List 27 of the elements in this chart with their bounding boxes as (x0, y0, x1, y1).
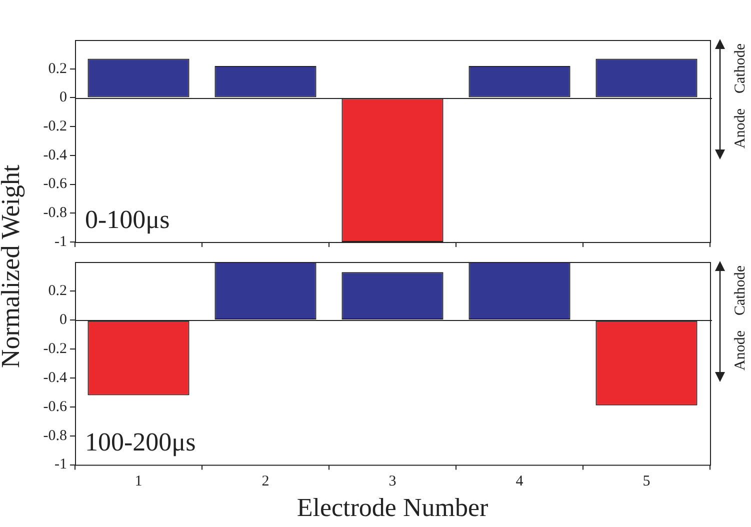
text: Anode (732, 108, 750, 149)
y-tick-label: -0.8 (43, 205, 67, 222)
y-tick-label: 0 (60, 90, 67, 106)
text: Cathode (732, 44, 750, 94)
y-tick-label: 0.2 (48, 60, 67, 77)
text: Cathode (732, 266, 750, 316)
y-tick-label: -0.6 (43, 398, 68, 415)
y-tick-label: 0.2 (48, 282, 67, 299)
y-tick-label: -0.4 (43, 370, 68, 386)
y-tick-label: 0 (60, 312, 67, 328)
x-tick-label: 3 (388, 474, 396, 490)
x-axis-title: Electrode Number (296, 493, 488, 522)
y-tick-label: -1 (54, 456, 67, 473)
y-tick-label: -0.4 (43, 147, 68, 164)
x-tick-label: 2 (262, 474, 270, 490)
y-tick-label: -0.6 (43, 176, 68, 192)
y-tick-label: -0.2 (43, 340, 67, 357)
annotation: 100-200μs (85, 428, 196, 457)
y-axis-title: Normalized Weight (0, 164, 26, 368)
x-tick-label: 1 (134, 474, 142, 490)
x-tick-label: 5 (642, 474, 650, 490)
annotation: 0-100μs (85, 204, 170, 234)
x-tick-label: 4 (516, 474, 524, 490)
y-tick-label: -0.8 (43, 428, 67, 444)
y-tick-label: -1 (54, 234, 67, 250)
text: Anode (732, 330, 750, 371)
y-tick-label: -0.2 (43, 118, 67, 135)
